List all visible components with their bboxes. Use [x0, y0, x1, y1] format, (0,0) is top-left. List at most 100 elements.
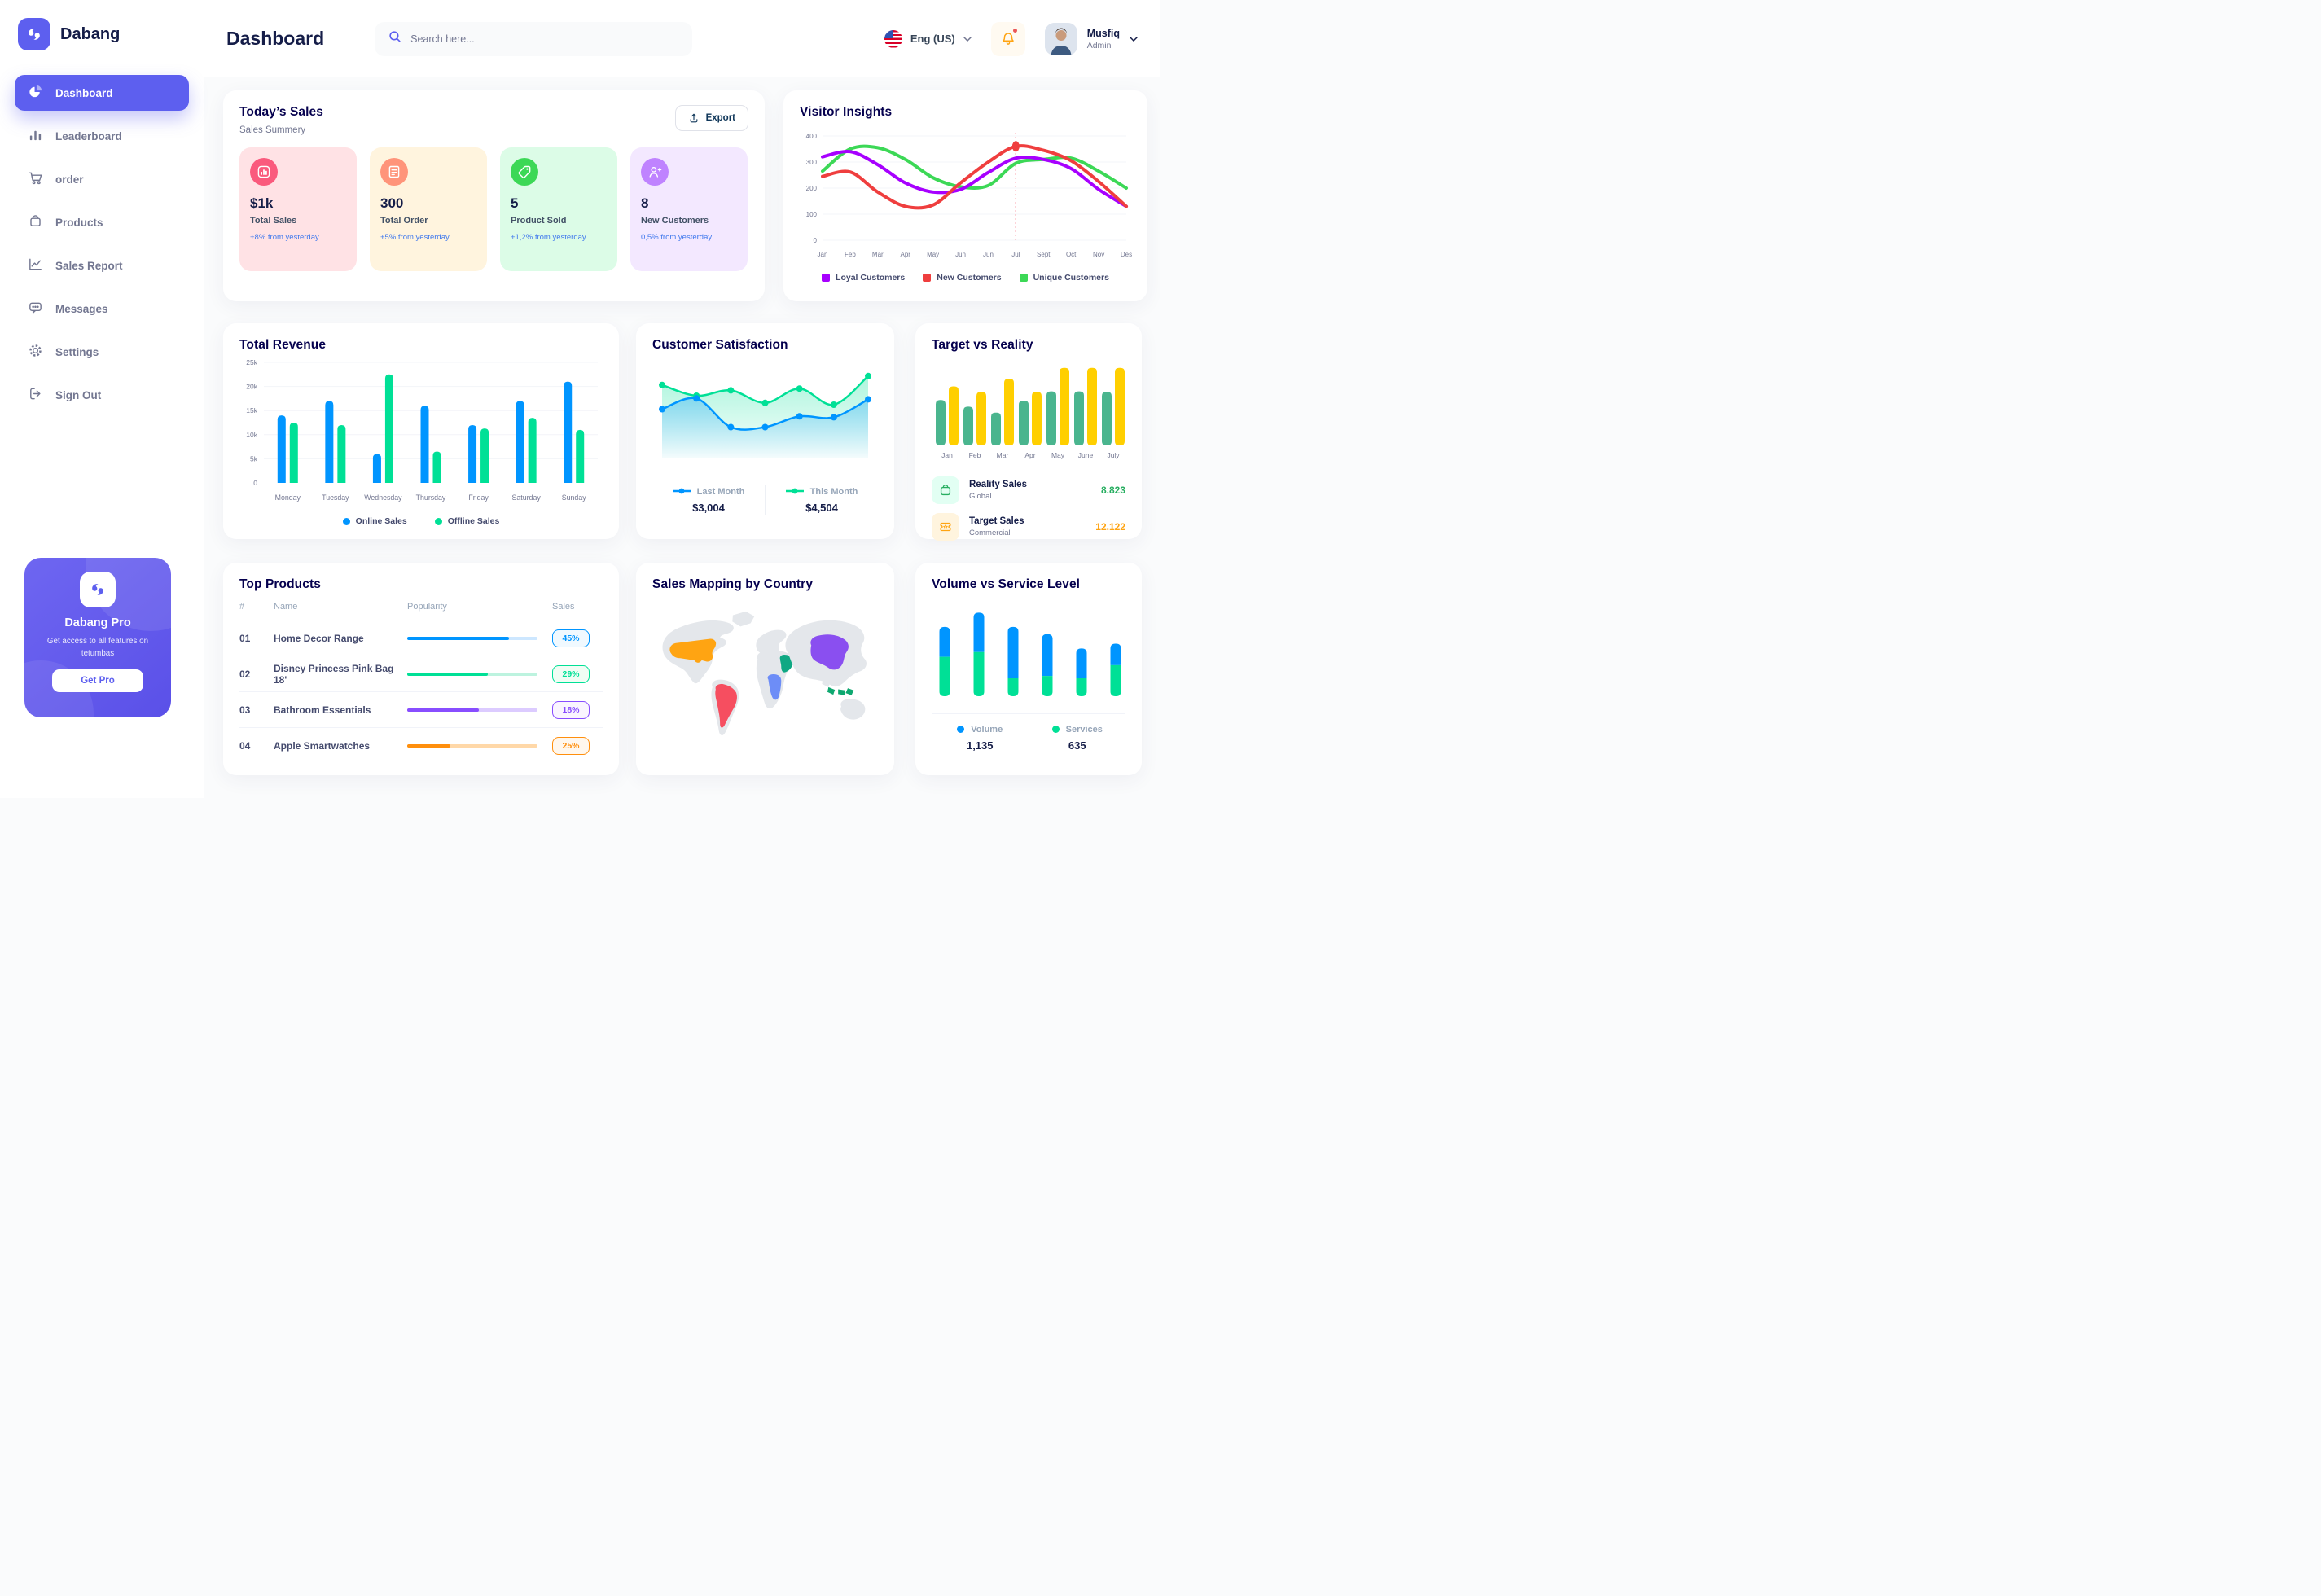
- sidebar-item-order[interactable]: order: [15, 161, 189, 197]
- offline-sales-swatch: [434, 517, 442, 525]
- visitor-insights-title: Visitor Insights: [800, 105, 893, 119]
- volume-swatch: [957, 726, 965, 733]
- online-sales-swatch: [342, 517, 350, 525]
- svg-text:100: 100: [806, 211, 818, 218]
- order-receipt-icon: [380, 158, 408, 186]
- svg-text:25k: 25k: [246, 358, 257, 366]
- table-row: 04 Apple Smartwatches 25%: [239, 728, 603, 764]
- trend-text: 0,5% from yesterday: [641, 233, 713, 242]
- volume-legend: Volume 1,135: [932, 725, 1029, 752]
- map-country-usa[interactable]: [669, 638, 717, 663]
- new-customer-icon: [641, 158, 669, 186]
- last-month-value: $3,004: [692, 501, 725, 514]
- sidebar-item-dashboard[interactable]: Dashboard: [15, 75, 189, 111]
- customer-satisfaction-title: Customer Satisfaction: [652, 338, 788, 352]
- export-icon: [690, 113, 697, 123]
- trend-text: +1,2% from yesterday: [511, 233, 586, 242]
- top-products-header: # Name Popularity Sales: [239, 594, 603, 620]
- map-country-china[interactable]: [810, 634, 849, 670]
- sales-badge: 29%: [552, 664, 590, 683]
- target-vs-reality-title: Target vs Reality: [932, 338, 1033, 352]
- sidebar-item-leaderboard[interactable]: Leaderboard: [15, 118, 189, 154]
- target-sales-legend: Target Sales Commercial 12.122: [932, 513, 1125, 541]
- sidebar-item-sales-report[interactable]: Sales Report: [15, 248, 189, 283]
- visitor-insights-legend: Loyal Customers New Customers Unique Cus…: [800, 273, 1131, 283]
- volume-service-chart: [939, 612, 1121, 696]
- leaderboard-bars-icon: [28, 127, 43, 145]
- dabang-pro-icon: [80, 572, 116, 607]
- total-revenue-legend: Online Sales Offline Sales: [239, 516, 603, 526]
- chevron-down-icon: [1130, 36, 1138, 42]
- search-input[interactable]: [410, 33, 680, 45]
- svg-text:Thursday: Thursday: [416, 493, 446, 502]
- volume-value: 1,135: [966, 739, 994, 752]
- popularity-bar: [407, 744, 537, 748]
- svg-text:400: 400: [806, 133, 818, 140]
- svg-text:5k: 5k: [250, 454, 258, 463]
- sales-badge: 25%: [552, 737, 590, 755]
- last-month-swatch: [672, 487, 691, 497]
- svg-text:0: 0: [253, 479, 257, 487]
- export-button[interactable]: Export: [674, 105, 748, 131]
- svg-text:Mar: Mar: [872, 251, 884, 258]
- line-chart-icon: [28, 256, 43, 274]
- svg-text:June: June: [1078, 451, 1094, 459]
- sidebar-item-products[interactable]: Products: [15, 204, 189, 240]
- sign-out-icon: [28, 386, 43, 404]
- trend-text: +5% from yesterday: [380, 233, 450, 242]
- volume-service-card: Volume vs Service Level Volume 1,135 Ser…: [915, 563, 1142, 775]
- map-country-saudi-arabia[interactable]: [779, 654, 794, 673]
- sales-badge: 45%: [552, 629, 590, 647]
- this-month-swatch: [785, 487, 804, 497]
- svg-text:0: 0: [814, 237, 818, 244]
- world-map: [662, 611, 867, 736]
- todays-sales-subtitle: Sales Summery: [239, 125, 306, 135]
- notifications-button[interactable]: [990, 21, 1025, 56]
- services-value: 635: [1068, 739, 1086, 752]
- customer-satisfaction-chart: [659, 372, 871, 458]
- svg-text:Saturday: Saturday: [512, 493, 542, 502]
- get-pro-button[interactable]: Get Pro: [52, 669, 143, 693]
- svg-text:Apr: Apr: [901, 251, 911, 258]
- cart-icon: [28, 170, 43, 188]
- product-name: Disney Princess Pink Bag 18': [274, 662, 394, 686]
- app-logo[interactable]: Dabang: [0, 0, 204, 64]
- pro-card-subtitle: Get access to all features on tetumbas: [46, 637, 149, 659]
- user-profile[interactable]: Musfiq Admin: [1044, 22, 1138, 55]
- language-label: Eng (US): [910, 33, 955, 45]
- sidebar: Dabang Dashboard Leaderboard order: [0, 0, 204, 798]
- svg-text:Des: Des: [1121, 251, 1132, 258]
- visitor-insights-chart: 0 100 200 300 400 Jan Feb Mar Apr May Jun Jun Jul Sep…: [806, 133, 1132, 258]
- tag-icon: [511, 158, 538, 186]
- language-selector[interactable]: Eng (US): [884, 29, 972, 48]
- total-revenue-chart: 0 5k 10k 15k 20k 25k Monday Tuesday Wednesday Thu…: [246, 358, 598, 502]
- svg-text:200: 200: [806, 185, 818, 192]
- svg-text:Jul: Jul: [1011, 251, 1020, 258]
- dabang-logo-icon: [18, 18, 50, 50]
- search-bar[interactable]: [375, 21, 693, 56]
- user-role: Admin: [1086, 40, 1112, 50]
- bell-icon: [1002, 32, 1014, 45]
- map-country-indonesia[interactable]: [827, 686, 854, 695]
- svg-text:Jun: Jun: [983, 251, 994, 258]
- svg-text:Nov: Nov: [1093, 251, 1104, 258]
- product-name: Bathroom Essentials: [274, 704, 371, 716]
- todays-sales-title: Today’s Sales: [239, 105, 323, 119]
- popularity-bar: [407, 672, 537, 676]
- sidebar-item-settings[interactable]: Settings: [15, 334, 189, 370]
- this-month-legend: This Month $4,504: [766, 487, 878, 514]
- last-month-legend: Last Month $3,004: [652, 487, 765, 514]
- svg-text:May: May: [927, 251, 939, 258]
- map-country-congo[interactable]: [767, 674, 782, 700]
- volume-service-legend: Volume 1,135 Services 635: [932, 723, 1125, 752]
- target-sales-ticket-icon: [932, 513, 959, 541]
- total-sales-card: $1k Total Sales +8% from yesterday: [239, 147, 357, 271]
- sidebar-item-messages[interactable]: Messages: [15, 291, 189, 327]
- reality-sales-value: 8.823: [1100, 484, 1125, 496]
- map-country-brazil[interactable]: [715, 683, 737, 728]
- table-row: 01 Home Decor Range 45%: [239, 620, 603, 656]
- svg-text:May: May: [1051, 451, 1065, 459]
- svg-text:Jan: Jan: [818, 251, 828, 258]
- sidebar-item-sign-out[interactable]: Sign Out: [15, 377, 189, 413]
- user-name: Musfiq: [1086, 27, 1120, 39]
